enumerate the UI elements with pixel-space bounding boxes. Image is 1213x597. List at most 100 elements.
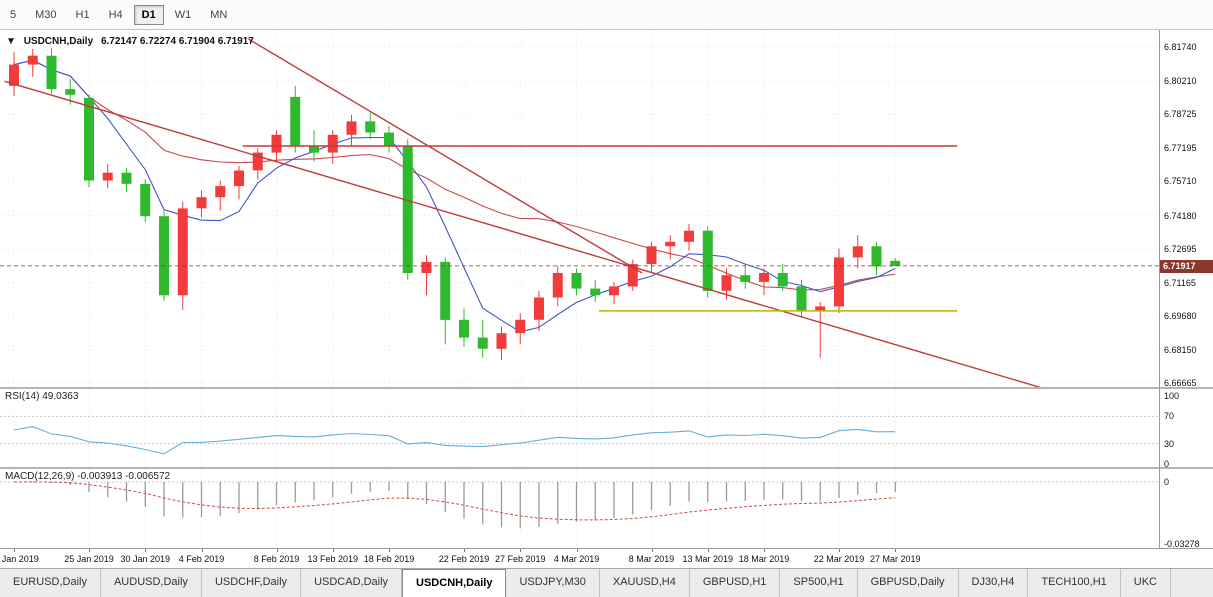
price-axis-label: 6.69680 <box>1164 311 1197 321</box>
candle-body <box>534 297 544 320</box>
candle-body <box>84 98 94 181</box>
price-axis-label: 6.68150 <box>1164 345 1197 355</box>
candle-body <box>215 186 226 198</box>
trendline-1[interactable] <box>4 80 1046 387</box>
candle-body <box>815 306 826 311</box>
tab-usdchf-daily[interactable]: USDCHF,Daily <box>202 569 302 597</box>
date-label: 27 Mar 2019 <box>869 554 921 564</box>
candle-body <box>234 170 244 187</box>
collapse-triangle-icon[interactable]: ▼ <box>6 36 16 47</box>
tab-usdcad-daily[interactable]: USDCAD,Daily <box>301 569 403 597</box>
tab-eurusd-daily[interactable]: EURUSD,Daily <box>0 569 101 597</box>
rsi-pane[interactable] <box>0 389 1160 467</box>
date-label: 18 Mar 2019 <box>738 554 790 564</box>
ohlc-values: 6.72147 6.72274 6.71904 6.71917 <box>100 36 254 47</box>
candle-body <box>871 246 882 267</box>
time-tick <box>707 549 709 552</box>
tab-sp500-h1[interactable]: SP500,H1 <box>780 569 858 597</box>
candle-body <box>590 288 601 296</box>
candle-body <box>477 337 488 349</box>
timeframe-button-mn[interactable]: MN <box>210 8 228 21</box>
candle-body <box>702 230 713 291</box>
date-label: 4 Mar 2019 <box>553 554 600 564</box>
tab-ukc[interactable]: UKC <box>1121 569 1171 597</box>
timeframe-button-h1[interactable]: H1 <box>75 8 90 21</box>
time-tick <box>764 549 765 552</box>
price-axis-label: 6.78725 <box>1164 109 1197 119</box>
candle-body <box>496 333 507 349</box>
tab-usdcnh-daily[interactable]: USDCNH,Daily <box>402 569 507 597</box>
trendline-2[interactable] <box>248 38 643 274</box>
candle-body <box>759 273 769 282</box>
pane-separator[interactable] <box>0 467 1213 469</box>
axis-separator <box>1159 30 1160 548</box>
timeframe-toolbar: 5 M30 H1 H4 D1 W1 MN <box>0 0 1213 30</box>
tab-xauusd-h4[interactable]: XAUUSD,H4 <box>600 569 690 597</box>
chart-tabs: EURUSD,Daily AUDUSD,Daily USDCHF,Daily USDC… <box>0 568 1213 597</box>
candle-body <box>571 273 582 289</box>
time-tick <box>332 549 334 552</box>
time-tick <box>201 549 203 552</box>
candle-body <box>852 246 863 258</box>
price-axis-label: 6.66665 <box>1164 378 1197 388</box>
ma-fast-line <box>13 59 896 333</box>
macd-histogram <box>32 481 896 529</box>
time-axis[interactable]: 21 Jan 2019 25 Jan 2019 30 Jan 2019 4 Feb 2… <box>0 548 1213 568</box>
macd-pane[interactable] <box>0 469 1160 548</box>
candle-body <box>102 172 113 181</box>
tab-dj30-h4[interactable]: DJ30,H4 <box>959 569 1029 597</box>
price-axis-label: 6.75710 <box>1164 176 1197 186</box>
tab-tech100-h1[interactable]: TECH100,H1 <box>1028 569 1121 597</box>
candle-body <box>665 241 676 247</box>
tab-gbpusd-h1[interactable]: GBPUSD,H1 <box>690 569 781 597</box>
tab-usdjpy-m30[interactable]: USDJPY,M30 <box>506 569 600 597</box>
rsi-line <box>13 426 896 455</box>
date-label: 18 Feb 2019 <box>363 554 415 564</box>
timeframe-button-d1[interactable]: D1 <box>133 4 164 25</box>
candle-body <box>646 246 657 265</box>
date-label: 22 Mar 2019 <box>813 554 865 564</box>
candle-body <box>777 273 788 287</box>
candle-body <box>46 55 57 90</box>
time-tick <box>145 549 147 552</box>
candle-body <box>834 257 844 307</box>
candle-body <box>196 197 207 209</box>
time-tick <box>276 549 278 552</box>
candle-body <box>121 172 132 184</box>
macd-indicator-label: MACD(12,26,9) -0.003913 -0.006572 <box>5 471 171 482</box>
timeframe-button-5[interactable]: 5 <box>10 8 17 21</box>
candle-body <box>271 134 282 153</box>
tab-gbpusd-daily[interactable]: GBPUSD,Daily <box>858 569 959 597</box>
macd-signal-line <box>13 481 896 521</box>
time-tick <box>464 549 465 552</box>
rsi-axis-label: 0 <box>1164 459 1170 469</box>
date-label: 8 Mar 2019 <box>628 554 675 564</box>
tab-audusd-daily[interactable]: AUDUSD,Daily <box>101 569 202 597</box>
time-tick <box>89 549 90 552</box>
timeframe-button-w1[interactable]: W1 <box>174 8 192 21</box>
price-axis-label: 6.81740 <box>1164 42 1197 52</box>
time-tick <box>576 549 578 552</box>
candle-body <box>9 64 19 86</box>
candle-body <box>65 89 76 95</box>
price-axis[interactable]: 6.81740 6.80210 6.78725 6.77195 6.75710 6.741… <box>1160 0 1213 549</box>
pane-separator[interactable] <box>0 387 1213 389</box>
date-label: 22 Feb 2019 <box>438 554 490 564</box>
date-label: 30 Jan 2019 <box>120 554 171 564</box>
candle-body <box>515 319 526 334</box>
price-axis-label: 6.72695 <box>1164 244 1197 254</box>
rsi-axis-label: 100 <box>1164 391 1180 401</box>
candle-body <box>252 152 263 171</box>
timeframe-button-h4[interactable]: H4 <box>108 8 123 21</box>
candle-body <box>890 260 901 266</box>
price-axis-label: 6.74180 <box>1164 211 1197 221</box>
time-tick <box>14 549 15 552</box>
candle-body <box>796 286 807 311</box>
price-axis-label: 6.71165 <box>1164 278 1196 288</box>
rsi-axis-label: 70 <box>1164 411 1175 421</box>
price-pane[interactable] <box>0 30 1160 387</box>
macd-axis-label: 0 <box>1164 477 1170 487</box>
timeframe-button-m30[interactable]: M30 <box>35 8 57 21</box>
candle-body <box>346 121 357 135</box>
date-label: 21 Jan 2019 <box>0 554 39 564</box>
